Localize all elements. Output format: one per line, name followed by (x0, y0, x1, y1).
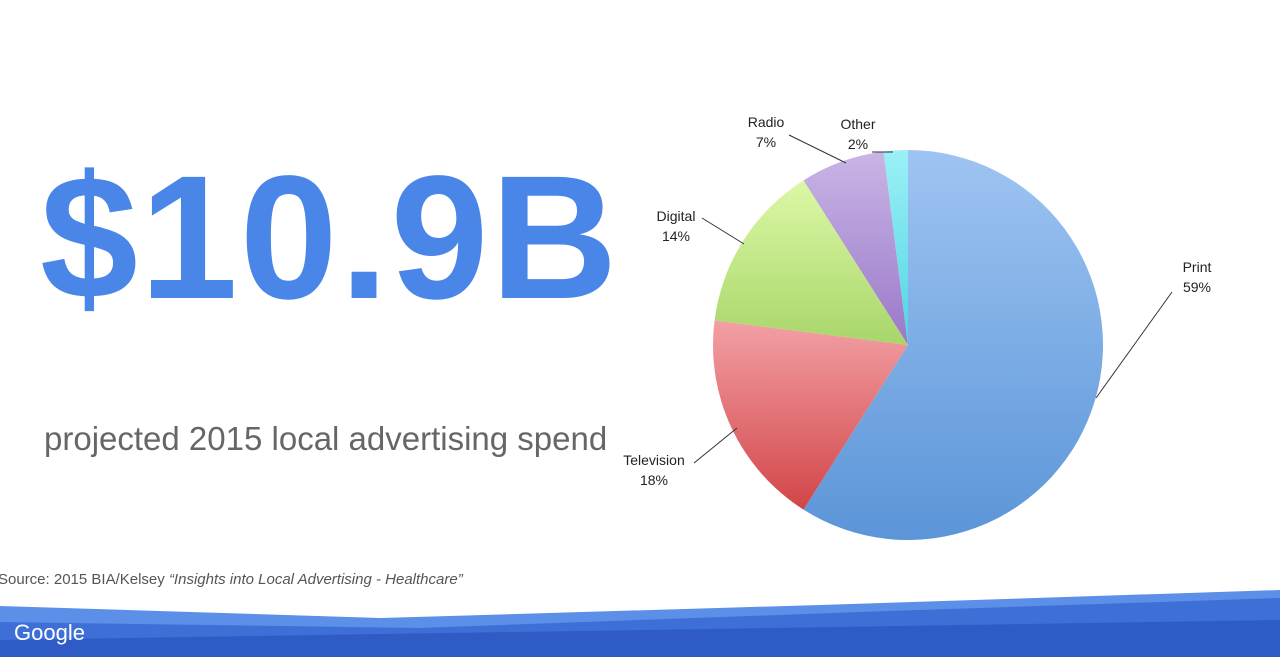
pie-label-radio: Radio (748, 114, 785, 130)
source-prefix: Source: 2015 BIA/Kelsey (0, 571, 169, 588)
pie-label-other: Other (840, 116, 875, 132)
pie-label-television: Television (623, 452, 684, 468)
pie-value-radio: 7% (756, 134, 776, 150)
pie-value-print: 59% (1183, 279, 1211, 295)
pie-slice-radio (803, 151, 908, 345)
pie-value-television: 18% (640, 472, 668, 488)
pie-chart: Print 59% Television 18% Digital 14% Radio 7% Ot… (623, 114, 1212, 540)
pie-label-print: Print (1183, 259, 1212, 275)
source-title: “Insights into Local Advertising - Healt… (168, 571, 463, 588)
pie-slice-digital (714, 180, 908, 345)
google-logo: Google (14, 620, 85, 645)
headline-value: $10.9B (40, 140, 620, 336)
pie-slice-print (803, 150, 1103, 540)
leader-line-television (693, 427, 738, 464)
pie-label-digital: Digital (657, 208, 696, 224)
headline-subtitle: projected 2015 local advertising spend (44, 420, 608, 457)
pie-value-digital: 14% (662, 228, 690, 244)
pie-slice-other (883, 150, 908, 345)
pie-value-other: 2% (848, 136, 868, 152)
leader-line-radio (788, 134, 847, 164)
pie-slice-television (713, 320, 908, 510)
leader-line-digital (701, 217, 745, 245)
leader-line-print (1095, 291, 1173, 399)
source-citation: Source: 2015 BIA/Kelsey “Insights into L… (0, 571, 463, 588)
